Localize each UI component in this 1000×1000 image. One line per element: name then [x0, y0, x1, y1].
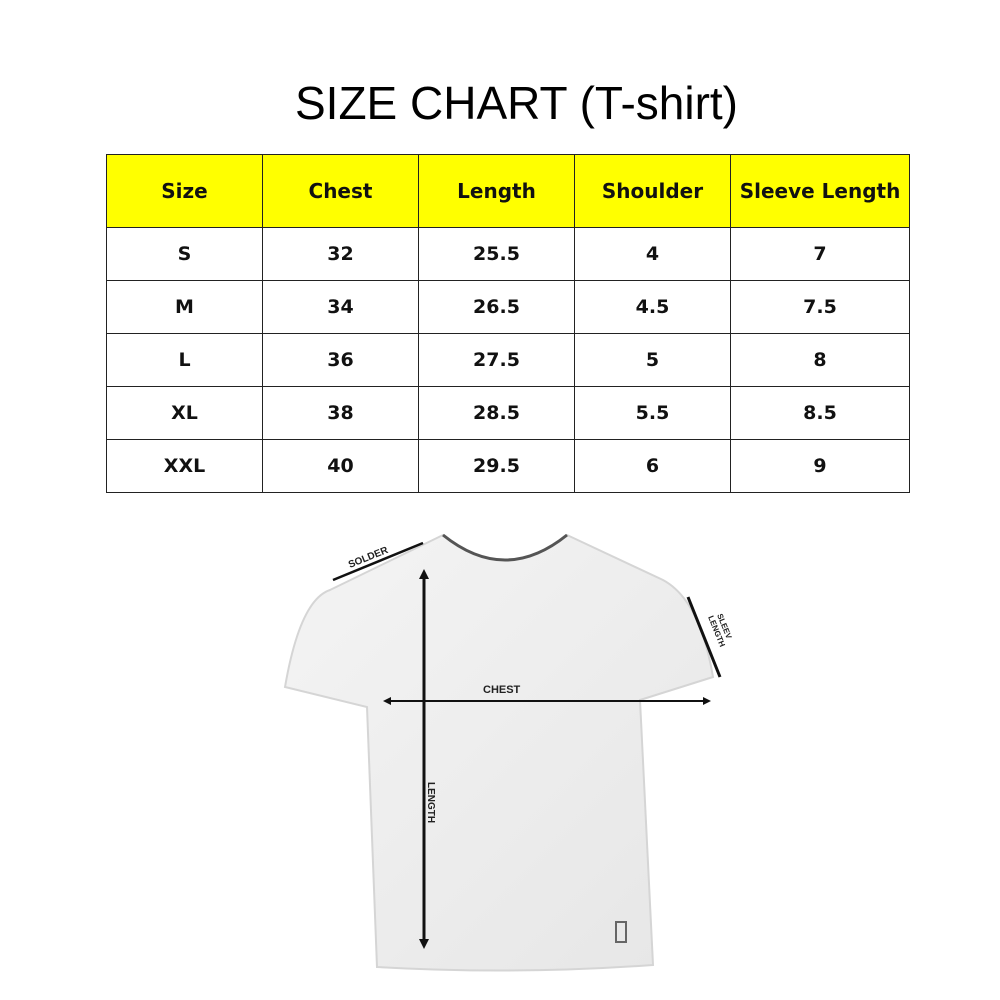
- table-row: XL 38 28.5 5.5 8.5: [106, 386, 910, 440]
- column-header: Length: [418, 154, 575, 228]
- table-cell: 8.5: [730, 386, 910, 440]
- table-cell: XXL: [106, 439, 263, 493]
- table-cell: XL: [106, 386, 263, 440]
- shoulder-measure-line: [332, 541, 424, 582]
- table-cell: 29.5: [418, 439, 575, 493]
- chest-arrowhead-right: [703, 697, 711, 705]
- table-cell: 40: [262, 439, 419, 493]
- tshirt-tag: [615, 921, 627, 943]
- table-row: XXL 40 29.5 6 9: [106, 439, 910, 493]
- table-cell: 8: [730, 333, 910, 387]
- column-header: Chest: [262, 154, 419, 228]
- tshirt-collar: [442, 533, 568, 562]
- chest-label: CHEST: [483, 684, 521, 696]
- length-arrowhead-bottom: [419, 939, 429, 949]
- table-cell: 36: [262, 333, 419, 387]
- table-row: S 32 25.5 4 7: [106, 227, 910, 281]
- column-header: Sleeve Length: [730, 154, 910, 228]
- table-cell: 5: [574, 333, 731, 387]
- table-cell: 4: [574, 227, 731, 281]
- page-title: SIZE CHART (T-shirt): [295, 77, 738, 129]
- chest-arrowhead-left: [383, 697, 391, 705]
- table-cell: 25.5: [418, 227, 575, 281]
- table-row: L 36 27.5 5 8: [106, 333, 910, 387]
- table-cell: 9: [730, 439, 910, 493]
- table-cell: M: [106, 280, 263, 334]
- table-row: M 34 26.5 4.5 7.5: [106, 280, 910, 334]
- column-header: Size: [106, 154, 263, 228]
- length-arrowhead-top: [419, 569, 429, 579]
- table-cell: 28.5: [418, 386, 575, 440]
- table-cell: 6: [574, 439, 731, 493]
- table-cell: 34: [262, 280, 419, 334]
- size-table: Size Chest Length Shoulder Sleeve Length S 32…: [106, 154, 910, 493]
- tshirt-shape: [283, 533, 715, 972]
- table-cell: 27.5: [418, 333, 575, 387]
- sleeve-measure-line: [686, 596, 722, 678]
- table-header-row: Size Chest Length Shoulder Sleeve Length: [106, 154, 910, 228]
- table-cell: S: [106, 227, 263, 281]
- table-cell: L: [106, 333, 263, 387]
- table-cell: 7: [730, 227, 910, 281]
- length-label: LENGTH: [425, 782, 436, 823]
